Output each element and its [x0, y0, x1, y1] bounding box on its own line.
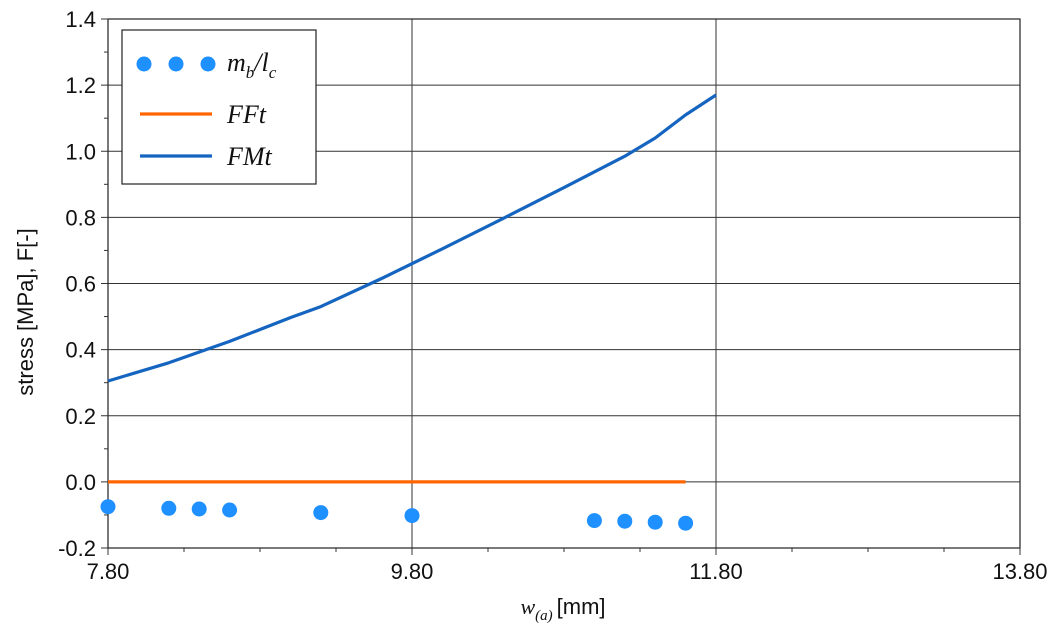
legend-marker-dot: [200, 56, 216, 72]
y-tick-label: 0.4: [65, 338, 96, 363]
x-axis-ticks: 7.80 9.80 11.80 13.80: [87, 548, 1048, 584]
legend-item-fmt: FMt: [140, 142, 273, 171]
legend-label-l: /l: [252, 48, 268, 77]
y-tick-label: 1.0: [65, 139, 96, 164]
x-tick-label: 7.80: [87, 559, 130, 584]
series-line-fmt: [107, 93, 717, 383]
data-point-mb-lc: [617, 513, 633, 529]
y-tick-label: 0.6: [65, 272, 96, 297]
y-tick-label: 1.2: [65, 73, 96, 98]
y-tick-label: 0.0: [65, 470, 96, 495]
legend-box: [121, 29, 317, 185]
x-axis-label-unit: [mm]: [557, 594, 606, 619]
series-layer: [100, 93, 717, 531]
legend-label-sub-b: b: [246, 63, 255, 82]
legend-item-mb-lc: mb/lc: [136, 48, 277, 82]
x-axis-label: w(a) [mm]: [520, 594, 605, 624]
data-point-mb-lc: [161, 500, 177, 516]
x-tick-label: 11.80: [689, 559, 742, 584]
data-point-mb-lc: [678, 515, 694, 531]
data-point-mb-lc: [586, 513, 602, 529]
legend-marker-dot: [136, 56, 152, 72]
y-axis-ticks: -0.2 0.0 0.2 0.4 0.6 0.8 1.0 1.2 1.4: [58, 7, 108, 561]
legend: mb/lc FFt FMt: [121, 29, 317, 185]
x-tick-label: 13.80: [992, 559, 1047, 584]
legend-label-fft: FFt: [226, 100, 267, 129]
data-point-mb-lc: [313, 505, 329, 521]
data-point-mb-lc: [100, 499, 116, 515]
legend-item-fft: FFt: [140, 100, 267, 129]
y-tick-label: 1.4: [65, 7, 96, 32]
x-tick-label: 9.80: [391, 559, 434, 584]
data-point-mb-lc: [191, 501, 207, 517]
y-tick-label: -0.2: [58, 536, 96, 561]
data-point-mb-lc: [404, 508, 420, 524]
legend-marker-dot: [168, 56, 184, 72]
y-tick-label: 0.2: [65, 404, 96, 429]
legend-label-m: m: [227, 48, 246, 77]
legend-label-fmt: FMt: [226, 142, 273, 171]
x-axis-label-sub: (a): [535, 608, 553, 624]
y-axis-label: stress [MPa], F[-]: [13, 228, 38, 395]
y-tick-label: 0.8: [65, 205, 96, 230]
data-point-mb-lc: [222, 502, 238, 518]
x-axis-label-var: w: [520, 594, 535, 619]
data-point-mb-lc: [647, 514, 663, 530]
legend-label-sub-c: c: [269, 63, 277, 82]
legend-label-mb-lc: mb/lc: [227, 48, 277, 82]
